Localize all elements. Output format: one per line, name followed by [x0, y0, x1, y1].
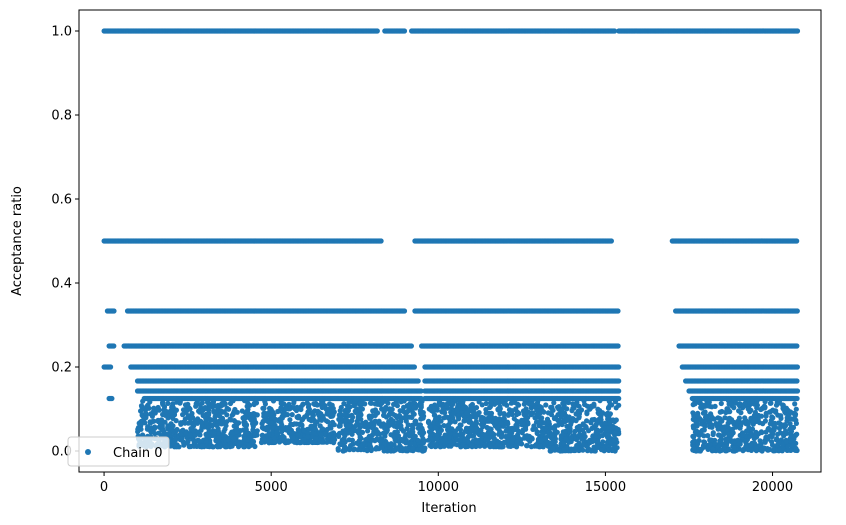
data-point — [794, 238, 800, 244]
data-point — [615, 343, 621, 349]
data-point — [794, 378, 800, 384]
data-point — [608, 238, 615, 244]
data-point — [401, 308, 408, 314]
data-point — [794, 343, 800, 349]
data-point — [794, 308, 800, 314]
data-point — [111, 343, 117, 349]
data-point — [794, 28, 801, 34]
data-point — [616, 378, 622, 384]
data-point — [108, 364, 114, 370]
data-point — [111, 308, 117, 314]
data-point — [374, 28, 380, 34]
data-point — [615, 308, 621, 314]
data-point — [616, 388, 622, 394]
data-point — [794, 364, 801, 370]
data-point — [408, 343, 414, 349]
data-point — [401, 28, 408, 34]
data-point — [415, 378, 421, 384]
data-point — [378, 238, 384, 244]
data-point — [109, 395, 115, 402]
data-point — [616, 364, 622, 370]
data-point — [411, 364, 417, 370]
data-point — [794, 388, 801, 394]
data-point — [612, 28, 618, 34]
scatter-points — [101, 28, 801, 454]
